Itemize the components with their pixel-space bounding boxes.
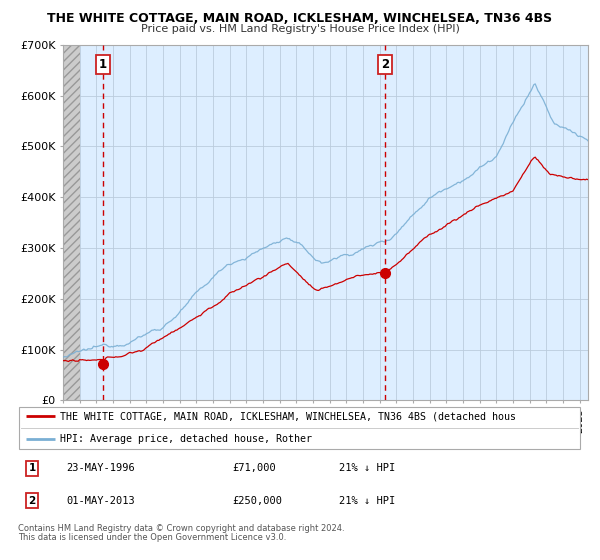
Text: This data is licensed under the Open Government Licence v3.0.: This data is licensed under the Open Gov…	[18, 533, 286, 542]
Text: HPI: Average price, detached house, Rother: HPI: Average price, detached house, Roth…	[60, 435, 313, 444]
Text: 1: 1	[99, 58, 107, 71]
Text: 2: 2	[381, 58, 389, 71]
Text: 23-MAY-1996: 23-MAY-1996	[66, 464, 134, 473]
Text: Price paid vs. HM Land Registry's House Price Index (HPI): Price paid vs. HM Land Registry's House …	[140, 24, 460, 34]
Text: 01-MAY-2013: 01-MAY-2013	[66, 496, 134, 506]
Text: £250,000: £250,000	[232, 496, 283, 506]
Text: THE WHITE COTTAGE, MAIN ROAD, ICKLESHAM, WINCHELSEA, TN36 4BS (detached hous: THE WHITE COTTAGE, MAIN ROAD, ICKLESHAM,…	[60, 412, 516, 421]
Text: 2: 2	[28, 496, 36, 506]
Text: Contains HM Land Registry data © Crown copyright and database right 2024.: Contains HM Land Registry data © Crown c…	[18, 524, 344, 533]
FancyBboxPatch shape	[19, 407, 580, 449]
Text: £71,000: £71,000	[232, 464, 276, 473]
Bar	[63, 45, 80, 400]
Text: 1: 1	[28, 464, 36, 473]
Text: 21% ↓ HPI: 21% ↓ HPI	[340, 496, 396, 506]
Text: 21% ↓ HPI: 21% ↓ HPI	[340, 464, 396, 473]
Text: THE WHITE COTTAGE, MAIN ROAD, ICKLESHAM, WINCHELSEA, TN36 4BS: THE WHITE COTTAGE, MAIN ROAD, ICKLESHAM,…	[47, 12, 553, 25]
